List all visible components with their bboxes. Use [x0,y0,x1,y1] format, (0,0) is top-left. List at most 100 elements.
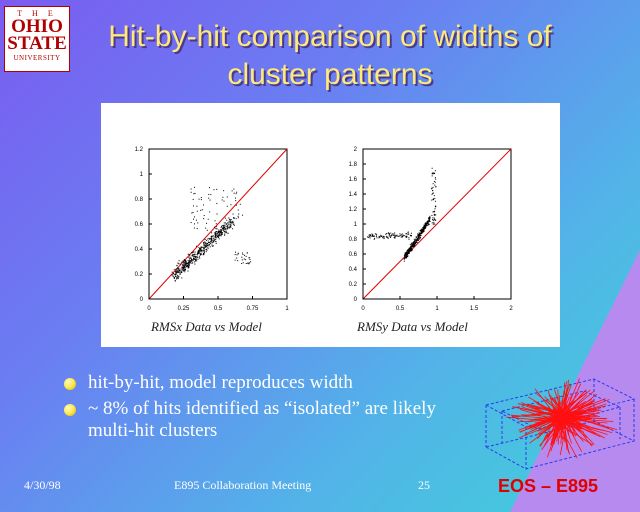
scatter-svg: 0 0.25 0.5 0.75 1 0 0.2 0.4 0.6 0.8 1 1.2 RMSx Dat… [135,147,514,334]
scatter-point [434,184,436,186]
scatter-point [219,234,221,236]
scatter-point [224,217,226,219]
scatter-point [214,237,216,239]
scatter-point [198,253,200,255]
scatter-point [206,222,208,224]
scatter-point [199,248,201,250]
scatter-point [245,255,247,257]
scatter-point [202,249,204,251]
scatter-point [435,219,437,221]
scatter-point [227,227,229,229]
scatter-point [388,232,390,234]
scatter-point [417,236,419,238]
scatter-point [218,233,220,235]
scatter-point [393,233,395,235]
scatter-point [415,242,417,244]
scatter-point [215,232,217,234]
scatter-point [200,252,202,254]
scatter-point [369,237,371,239]
scatter-point [193,256,195,258]
scatter-point [432,198,434,200]
plot-rmsx-diagonal [148,148,288,300]
scatter-point [211,236,213,238]
scatter-point [217,231,219,233]
scatter-point [408,249,410,251]
eos-brand: EOS – E895 [498,476,599,496]
scatter-point [216,236,218,238]
scatter-point [201,246,203,248]
scatter-point [400,234,402,236]
particle-track [569,419,576,437]
scatter-point [191,255,193,257]
scatter-point [413,238,415,240]
scatter-point [188,264,190,266]
scatter-point [206,229,208,231]
scatter-point [175,271,177,273]
scatter-point [374,233,376,235]
y-tick-label: 0 [140,297,144,303]
scatter-point [428,220,430,222]
scatter-point [394,234,396,236]
scatter-point [208,197,210,199]
scatter-point [195,219,197,221]
scatter-point [207,240,209,242]
scatter-point [426,223,428,225]
scatter-point [186,265,188,267]
scatter-point [434,208,436,210]
scatter-point [242,262,244,264]
slide-title: Hit-by-hit comparison of widths of clust… [80,18,580,94]
scatter-point [214,220,216,222]
scatter-point [427,223,429,225]
scatter-point [202,253,204,255]
scatter-point [194,263,196,265]
logo-line-the: T H E [17,9,57,18]
scatter-point [366,236,368,238]
scatter-point [190,260,192,262]
scatter-point [189,255,191,257]
scatter-point [417,239,419,241]
scatter-point [227,232,229,234]
scatter-point [175,268,177,270]
scatter-point [188,266,190,268]
scatter-point [400,236,402,238]
scatter-point [232,228,234,230]
scatter-point [432,192,434,194]
scatter-point [427,224,429,226]
particle-track [563,417,569,453]
scatter-point [408,249,410,251]
scatter-point [185,259,187,261]
scatter-point [176,268,178,270]
scatter-point [205,243,207,245]
scatter-point [230,224,232,226]
scatter-point [418,236,420,238]
scatter-point [432,219,434,221]
scatter-point [394,236,396,238]
y-tick-label: 1.4 [349,192,358,198]
scatter-point [420,235,422,237]
scatter-point [221,225,223,227]
scatter-point [407,251,409,253]
scatter-point [203,244,205,246]
scatter-point [177,270,179,272]
scatter-point [177,267,179,269]
scatter-point [181,266,183,268]
scatter-point [233,217,235,219]
scatter-point [420,230,422,232]
scatter-point [248,262,250,264]
scatter-point [394,235,396,237]
scatter-point [379,236,381,238]
scatter-point [411,244,413,246]
scatter-point [226,226,228,228]
scatter-point [185,266,187,268]
scatter-point [413,243,415,245]
scatter-point [372,235,374,237]
scatter-point [223,225,225,227]
scatter-point [225,230,227,232]
scatter-point [189,258,191,260]
scatter-point [432,172,434,174]
scatter-point [432,183,434,185]
scatter-point [181,261,183,263]
scatter-point [227,223,229,225]
scatter-point [221,234,223,236]
scatter-point [373,238,375,240]
